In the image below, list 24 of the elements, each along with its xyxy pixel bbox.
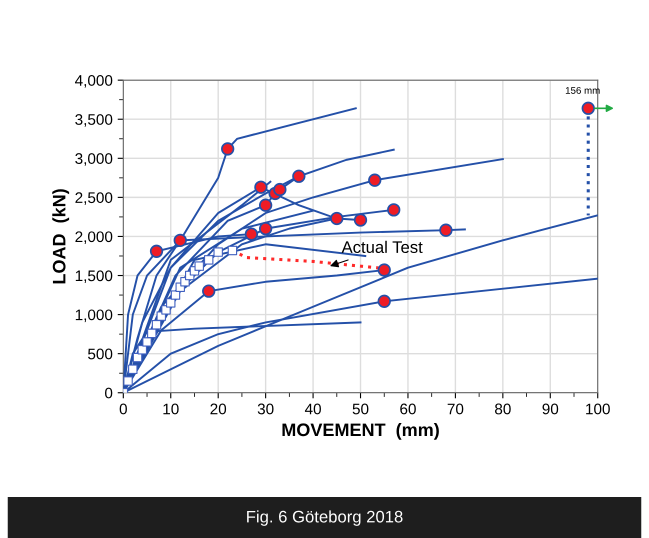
x-tick-label: 30 <box>258 404 274 414</box>
x-tick-label: 80 <box>495 404 511 414</box>
y-tick-label: 1,000 <box>76 309 112 322</box>
x-tick-label: 20 <box>210 404 226 414</box>
x-tick-label: 100 <box>586 404 610 414</box>
x-tick-label: 40 <box>304 404 321 414</box>
y-tick-label: 500 <box>88 348 112 360</box>
y-tick-label: 2,000 <box>75 231 112 244</box>
x-tick-label: 60 <box>400 404 416 414</box>
y-tick-label: 3,500 <box>75 114 112 127</box>
y-tick-label: 3,000 <box>75 153 112 166</box>
annotation: Actual Test <box>342 240 423 254</box>
x-tick-label: 50 <box>352 404 368 414</box>
y-tick-label: 4,000 <box>75 75 112 88</box>
caption: Fig. 6 Göteborg 2018 <box>247 510 403 526</box>
y-tick-label: 0 <box>104 388 112 398</box>
x-tick-label: 10 <box>163 404 179 414</box>
x-tick-label: 90 <box>542 404 558 414</box>
x-axis-title: MOVEMENT (mm) <box>282 422 439 440</box>
y-tick-label: 1,500 <box>76 270 112 284</box>
x-tick-label: 70 <box>448 404 464 414</box>
y-tick-label: 2,500 <box>75 192 112 205</box>
y-axis-title: LOAD (kN) <box>52 189 70 284</box>
x-tick-label: 0 <box>120 404 127 414</box>
